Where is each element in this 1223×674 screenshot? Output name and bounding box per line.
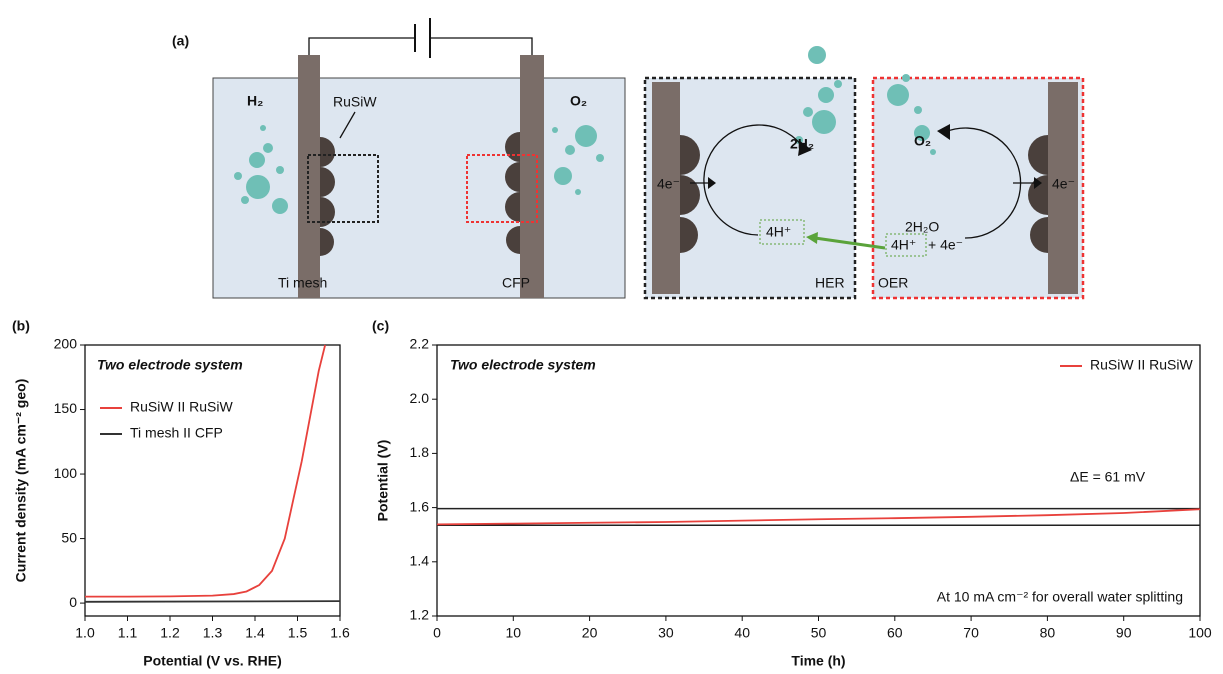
gas-label: H₂: [247, 93, 263, 109]
y-tick-label: 1.4: [410, 553, 430, 569]
y-tick-label: 200: [54, 336, 78, 352]
x-tick-label: 40: [734, 625, 750, 641]
x-axis-label: Time (h): [791, 653, 845, 669]
panel-label: (a): [172, 33, 189, 49]
y-tick-label: 2.0: [410, 390, 430, 406]
series-line: [436, 508, 1201, 526]
x-tick-label: 1.3: [203, 625, 223, 641]
x-tick-label: 1.2: [160, 625, 180, 641]
panel-name: HER: [815, 275, 845, 291]
electrode-label: CFP: [502, 275, 530, 291]
panel-name: OER: [878, 275, 908, 291]
y-tick-label: 50: [61, 529, 77, 545]
series-line: [84, 600, 341, 603]
x-tick-label: 80: [1040, 625, 1056, 641]
electrode-label: Ti mesh: [278, 275, 327, 291]
proton-box: [885, 233, 927, 257]
x-tick-label: 1.5: [288, 625, 308, 641]
x-tick-label: 10: [506, 625, 522, 641]
legend-label: RuSiW II RuSiW: [1090, 357, 1193, 373]
y-tick-label: 100: [54, 465, 78, 481]
proton-label: 4H⁺: [766, 224, 791, 240]
zoom-box: [307, 154, 379, 223]
electron-label: 4e⁻: [1052, 176, 1075, 192]
gas-label: O₂: [570, 93, 587, 109]
panel-label: (b): [12, 318, 30, 334]
arrowhead: [806, 232, 818, 244]
y-tick-label: 1.6: [410, 498, 430, 514]
zoom-box: [466, 154, 538, 223]
annotation: ΔE = 61 mV: [1070, 469, 1146, 485]
tank: [212, 77, 626, 299]
product-label: O₂: [914, 133, 931, 149]
x-tick-label: 70: [963, 625, 979, 641]
bubbles: [234, 125, 604, 214]
electrode: [1048, 82, 1078, 294]
annotation: Two electrode system: [97, 357, 243, 373]
x-tick-label: 1.4: [245, 625, 265, 641]
x-tick-label: 30: [658, 625, 674, 641]
panel-label: (c): [372, 318, 389, 334]
cycle-arrow: [944, 127, 1022, 239]
y-tick-label: 1.2: [410, 607, 430, 623]
y-tick-label: 1.8: [410, 444, 430, 460]
diagram: (a) H₂ O₂ RuSiW Ti mesh CFP 4e⁻ 2H₂ 4H⁺ …: [172, 18, 1085, 300]
cycle-arrow: [703, 124, 806, 236]
plot-frame: [84, 344, 341, 617]
annotation: Two electrode system: [450, 357, 596, 373]
x-tick-label: 1.0: [75, 625, 95, 641]
proton-arrow: [814, 236, 886, 250]
product-label: 2H₂: [790, 136, 814, 152]
wire: [308, 37, 533, 60]
pointer: [339, 111, 356, 139]
x-tick-label: 20: [582, 625, 598, 641]
x-tick-label: 60: [887, 625, 903, 641]
electron-label: + 4e⁻: [928, 237, 963, 253]
y-axis-label: Current density (mA cm⁻² geo): [13, 379, 29, 583]
catalyst-label: RuSiW: [333, 94, 377, 110]
arrowhead: [937, 124, 950, 140]
bubbles: [795, 46, 936, 155]
x-tick-label: 90: [1116, 625, 1132, 641]
arrowhead: [798, 141, 812, 156]
annotation: At 10 mA cm⁻² for overall water splittin…: [937, 589, 1183, 605]
legend-label: RuSiW II RuSiW: [130, 399, 233, 415]
x-tick-label: 0: [433, 625, 441, 641]
proton-label: 4H⁺: [891, 237, 916, 253]
x-tick-label: 1.1: [118, 625, 138, 641]
electron-label: 4e⁻: [657, 176, 680, 192]
proton-box: [759, 219, 805, 245]
x-axis-label: Potential (V vs. RHE): [143, 653, 281, 669]
x-tick-label: 50: [811, 625, 827, 641]
legend-label: Ti mesh II CFP: [130, 425, 223, 441]
x-tick-label: 1.6: [330, 625, 350, 641]
y-tick-label: 0: [69, 594, 77, 610]
y-tick-label: 2.2: [410, 336, 430, 352]
y-axis-label: Potential (V): [375, 440, 391, 522]
y-tick-label: 150: [54, 400, 78, 416]
series-line: [85, 344, 326, 598]
electrode: [520, 55, 544, 298]
reactant-label: 2H₂O: [905, 219, 939, 235]
electrode: [652, 82, 680, 294]
x-tick-label: 100: [1188, 625, 1212, 641]
